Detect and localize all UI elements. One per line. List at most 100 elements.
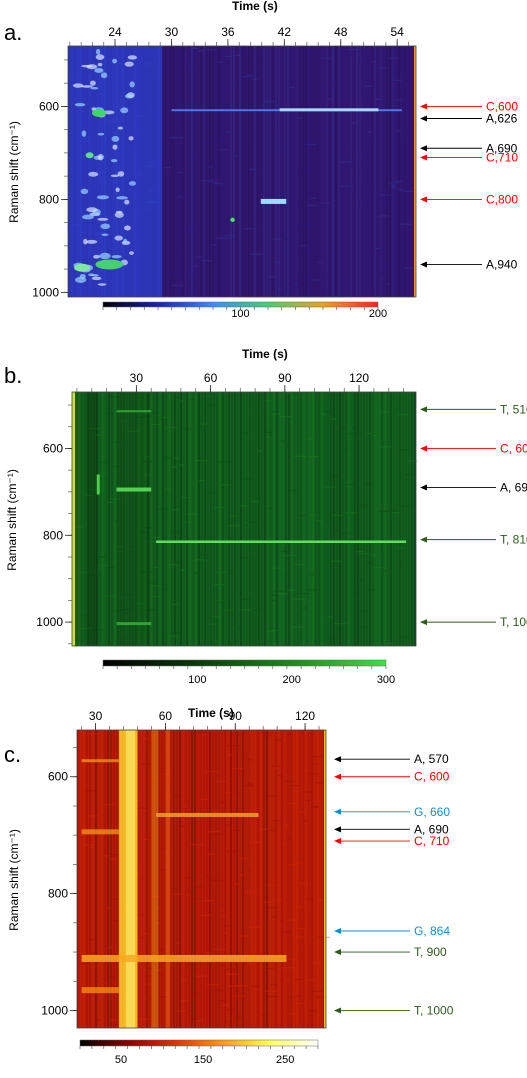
annotation-arrowhead	[420, 619, 427, 626]
plot-frame	[76, 729, 327, 1029]
colorbar-tick-label: 150	[194, 1054, 212, 1066]
colorbar-tick-label: 100	[231, 308, 249, 320]
heatmap-texture	[77, 730, 331, 1028]
colorbar: 50 150 250	[79, 1039, 319, 1066]
annotation-label: C,710	[486, 151, 518, 165]
y-tick-label: 1000	[41, 1003, 68, 1017]
colorbar-gradient	[102, 659, 387, 667]
annotation-arrowhead	[420, 445, 427, 452]
heatmap-texture	[72, 392, 418, 646]
annotation-label: T, 810	[500, 533, 527, 547]
panel-label: a.	[4, 20, 22, 45]
x-tick-label: 60	[159, 709, 173, 723]
peak-annotation: C,600	[420, 99, 518, 113]
annotation-arrowhead	[334, 756, 341, 763]
y-axis-title: Raman shift (cm⁻¹)	[7, 121, 21, 223]
colorbar-tick-label: 200	[282, 674, 300, 686]
annotation-label: A,690	[486, 141, 518, 155]
x-tick-label: 30	[130, 371, 144, 385]
annotation-label: C, 600	[414, 770, 450, 784]
colorbar-gradient	[79, 1039, 319, 1047]
annotation-arrowhead	[420, 536, 427, 543]
x-axis: 30 60 90 120	[81, 709, 320, 730]
annotation-arrowhead	[334, 949, 341, 956]
annotation-label: A, 690	[500, 481, 527, 495]
peak-annotation: T, 810	[420, 533, 527, 547]
peak-annotation: T, 900	[334, 945, 447, 959]
peak-annotation: G, 864	[334, 924, 450, 938]
x-axis-title: Time (s)	[242, 347, 288, 361]
annotation-label: C, 600	[500, 441, 527, 455]
annotation-arrowhead	[420, 154, 427, 161]
x-tick-label: 54	[391, 25, 405, 39]
x-tick-label: 42	[278, 25, 292, 39]
y-tick-label: 1000	[36, 615, 63, 629]
annotation-label: T, 510	[500, 402, 527, 416]
heatmap-features	[68, 46, 416, 297]
colorbar-tick-label: 250	[276, 1054, 294, 1066]
x-tick-label: 120	[349, 371, 369, 385]
annotation-label: A,940	[486, 257, 518, 271]
colorbar-tick-label: 300	[377, 674, 395, 686]
y-tick-label: 1000	[32, 285, 59, 299]
x-tick-label: 120	[295, 709, 315, 723]
y-tick-label: 600	[39, 99, 59, 113]
annotation-arrowhead	[420, 261, 427, 268]
annotation-label: A, 690	[414, 822, 449, 836]
peak-annotation: T, 1000	[420, 615, 527, 629]
annotation-arrowhead	[334, 808, 341, 815]
heatmap-features	[81, 730, 326, 1028]
annotation-arrowhead	[420, 406, 427, 413]
annotation-arrowhead	[334, 773, 341, 780]
y-tick-label: 600	[48, 770, 68, 784]
colorbar-tick-label: 100	[188, 674, 206, 686]
panel-c: c. 30 60 90 120 Time (s) 600 800 1000 Raman shift…	[4, 706, 454, 1066]
annotation-arrowhead	[334, 826, 341, 833]
annotation-label: G, 660	[414, 805, 450, 819]
x-tick-label: 90	[229, 709, 243, 723]
y-tick-label: 800	[48, 887, 68, 901]
x-tick-label: 90	[278, 371, 292, 385]
heatmap-features	[72, 392, 407, 646]
annotation-arrowhead	[334, 838, 341, 845]
y-axis: 600 800 1000	[41, 747, 77, 1017]
annotation-label: T, 900	[414, 945, 447, 959]
y-axis-title: Raman shift (cm⁻¹)	[5, 469, 19, 571]
peak-annotation: A,626	[420, 112, 518, 126]
peak-annotation: G, 660	[334, 805, 450, 819]
colorbar-gradient	[102, 301, 379, 308]
annotation-arrowhead	[420, 196, 427, 203]
peak-annotation: C, 710	[334, 834, 450, 848]
panel-label: b.	[4, 363, 22, 388]
peak-annotation: C, 600	[420, 441, 527, 455]
x-tick-label: 48	[334, 25, 348, 39]
annotation-arrowhead	[420, 103, 427, 110]
peak-annotation: C,800	[420, 192, 518, 206]
annotation-label: T, 1000	[414, 1003, 454, 1017]
colorbar: 100 200	[102, 301, 387, 320]
plot-frame	[67, 45, 417, 298]
annotation-label: C,800	[486, 192, 518, 206]
peak-annotation: T, 510	[420, 402, 527, 416]
y-tick-label: 800	[39, 192, 59, 206]
annotation-label: C,600	[486, 99, 518, 113]
heatmap-background	[72, 392, 416, 646]
peak-annotation: A, 570	[334, 752, 449, 766]
peak-annotation: T, 1000	[334, 1003, 454, 1017]
plot-frame	[71, 391, 417, 647]
annotation-arrowhead	[420, 115, 427, 122]
panel-a: a. 24 30 36 42 48 54 Time (s) 600 800 1000 Raman sh…	[4, 0, 518, 320]
peak-annotation: A,690	[420, 141, 518, 155]
colorbar-tick-label: 50	[115, 1054, 127, 1066]
y-tick-label: 600	[43, 441, 63, 455]
x-tick-label: 30	[89, 709, 103, 723]
annotation-arrowhead	[334, 1007, 341, 1014]
y-axis: 600 800 1000	[36, 404, 72, 645]
colorbar: 100 200 300	[102, 659, 395, 686]
x-axis-title: Time (s)	[188, 706, 234, 720]
annotation-arrowhead	[420, 145, 427, 152]
peak-annotation: C,710	[420, 151, 518, 165]
